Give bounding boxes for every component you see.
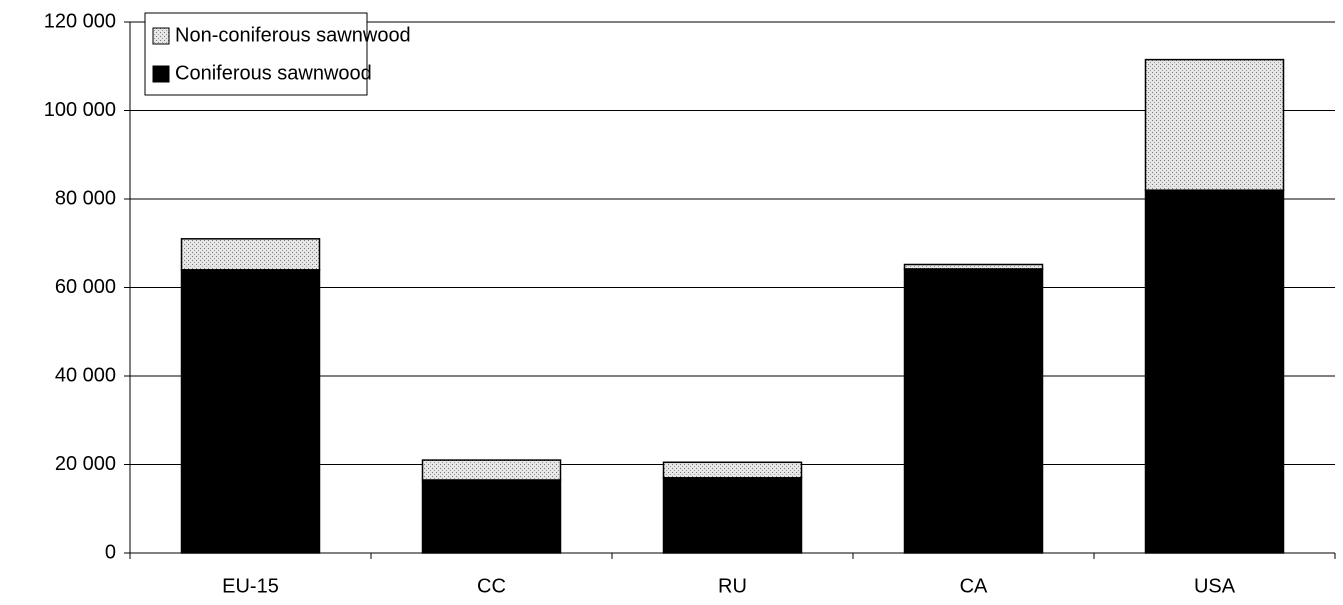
x-tick-label: CA: [960, 575, 988, 597]
y-tick-label: 20 000: [55, 453, 116, 475]
bar-segment: [421, 479, 562, 554]
y-tick-label: 40 000: [55, 364, 116, 386]
y-tick-label: 60 000: [55, 276, 116, 298]
x-tick-label: RU: [718, 575, 747, 597]
y-tick-label: 120 000: [44, 10, 116, 32]
x-tick-label: CC: [477, 575, 506, 597]
legend-swatch: [152, 65, 170, 83]
x-tick-label: USA: [1194, 575, 1236, 597]
bar-segment: [421, 459, 562, 481]
legend-label: Coniferous sawnwood: [175, 62, 372, 84]
bar-segment: [180, 238, 321, 271]
x-tick-label: EU-15: [222, 575, 279, 597]
legend-swatch: [152, 27, 170, 45]
bar-segment: [180, 269, 321, 554]
bar-segment: [903, 268, 1044, 554]
y-tick-label: 80 000: [55, 187, 116, 209]
bar-segment: [662, 477, 803, 554]
legend-label: Non-coniferous sawnwood: [175, 24, 411, 46]
y-tick-label: 100 000: [44, 99, 116, 121]
bar-segment: [1144, 189, 1285, 554]
bar-segment: [903, 263, 1044, 270]
y-tick-label: 0: [105, 541, 116, 563]
legend-box: [144, 12, 368, 96]
bar-segment: [662, 461, 803, 479]
bar-segment: [1144, 58, 1285, 191]
